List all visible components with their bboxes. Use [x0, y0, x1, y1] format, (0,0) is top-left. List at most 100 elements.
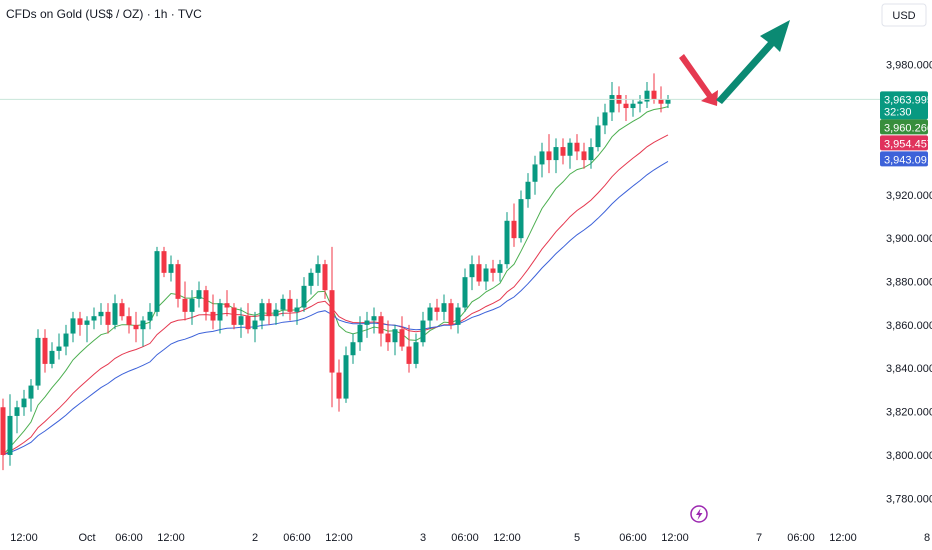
candle-body[interactable] — [280, 298, 286, 310]
candle-body[interactable] — [154, 251, 160, 312]
candle-body[interactable] — [217, 303, 223, 321]
candle-body[interactable] — [224, 303, 230, 308]
candle-body[interactable] — [623, 103, 629, 109]
candle-body[interactable] — [658, 99, 664, 104]
candle-body[interactable] — [175, 264, 181, 299]
candle-body[interactable] — [581, 151, 587, 161]
candle-body[interactable] — [532, 164, 538, 182]
candle-body[interactable] — [434, 307, 440, 312]
candle-body[interactable] — [511, 220, 517, 239]
candle-body[interactable] — [196, 290, 202, 299]
candle-body[interactable] — [98, 311, 104, 317]
candle-body[interactable] — [161, 251, 167, 273]
candle-body[interactable] — [371, 316, 377, 321]
candle-body[interactable] — [399, 329, 405, 347]
candle-body[interactable] — [49, 350, 55, 364]
y-axis[interactable]: 3,980.000 3,920.000 3,900.000 3,880.000 3,86… — [886, 60, 932, 506]
symbol-title[interactable]: CFDs on Gold (US$ / OZ) · 1h · TVC — [6, 7, 202, 21]
candle-body[interactable] — [539, 151, 545, 165]
candle-body[interactable] — [413, 342, 419, 364]
x-axis[interactable]: 12:00 Oct 06:00 12:00 2 06:00 12:00 3 06:00 12:00… — [10, 532, 932, 544]
candle-body[interactable] — [133, 324, 139, 330]
candle-body[interactable] — [21, 398, 27, 408]
candle-body[interactable] — [553, 147, 559, 161]
candle-body[interactable] — [56, 346, 62, 351]
candle-body[interactable] — [189, 298, 195, 312]
candle-body[interactable] — [0, 407, 6, 455]
currency-button[interactable] — [881, 3, 927, 27]
candle-body[interactable] — [406, 346, 412, 364]
candle-body[interactable] — [308, 272, 314, 286]
candle-body[interactable] — [518, 199, 524, 239]
candle-body[interactable] — [595, 125, 601, 148]
candle-body[interactable] — [168, 264, 174, 273]
candle-body[interactable] — [63, 333, 69, 347]
candle-body[interactable] — [112, 303, 118, 325]
candle-body[interactable] — [546, 151, 552, 161]
candle-body[interactable] — [315, 264, 321, 273]
candle-body[interactable] — [147, 311, 153, 321]
candle-body[interactable] — [336, 372, 342, 399]
candle-body[interactable] — [364, 320, 370, 325]
candle-body[interactable] — [385, 333, 391, 343]
candle-body[interactable] — [322, 264, 328, 291]
candle-body[interactable] — [448, 303, 454, 325]
candle-body[interactable] — [574, 142, 580, 152]
candle-body[interactable] — [266, 303, 272, 317]
candle-body[interactable] — [651, 90, 657, 100]
candle-body[interactable] — [245, 316, 251, 330]
candle-body[interactable] — [238, 316, 244, 325]
candle-body[interactable] — [77, 318, 83, 325]
candle-body[interactable] — [119, 303, 125, 317]
candle-body[interactable] — [567, 142, 573, 156]
candle-body[interactable] — [14, 407, 20, 416]
candle-body[interactable] — [504, 220, 510, 265]
candle-body[interactable] — [329, 290, 335, 373]
candle-body[interactable] — [525, 181, 531, 200]
candle-body[interactable] — [140, 320, 146, 330]
candle-body[interactable] — [469, 264, 475, 278]
candle-body[interactable] — [609, 95, 615, 113]
candle-body[interactable] — [28, 385, 34, 399]
candle-body[interactable] — [343, 355, 349, 399]
candle-body[interactable] — [665, 99, 671, 104]
currency-label[interactable]: USD — [892, 10, 915, 22]
candle-body[interactable] — [455, 307, 461, 325]
candle-body[interactable] — [350, 342, 356, 356]
candle-body[interactable] — [203, 290, 209, 312]
candle-body[interactable] — [637, 101, 643, 104]
lightning-icon[interactable] — [690, 505, 708, 523]
candle-body[interactable] — [259, 303, 265, 321]
candle-body[interactable] — [441, 303, 447, 312]
candle-body[interactable] — [588, 147, 594, 161]
candle-body[interactable] — [252, 320, 258, 330]
candle-body[interactable] — [301, 285, 307, 308]
candle-body[interactable] — [126, 316, 132, 325]
candle-body[interactable] — [105, 311, 111, 325]
candle-body[interactable] — [490, 268, 496, 273]
candle-body[interactable] — [273, 309, 279, 317]
candle-body[interactable] — [630, 103, 636, 109]
candle-body[interactable] — [287, 298, 293, 312]
candle-body[interactable] — [210, 311, 216, 321]
candle-body[interactable] — [483, 268, 489, 282]
candle-body[interactable] — [497, 264, 503, 273]
candle-body[interactable] — [420, 320, 426, 343]
candle-body[interactable] — [231, 307, 237, 325]
candle-body[interactable] — [476, 264, 482, 282]
candle-body[interactable] — [294, 307, 300, 312]
candle-body[interactable] — [84, 320, 90, 325]
candle-body[interactable] — [560, 147, 566, 156]
candle-body[interactable] — [70, 318, 76, 334]
candle-body[interactable] — [462, 277, 468, 308]
candle-body[interactable] — [427, 307, 433, 321]
candle-body[interactable] — [42, 337, 48, 364]
candle-body[interactable] — [35, 337, 41, 386]
candle-body[interactable] — [7, 415, 13, 455]
candle-body[interactable] — [602, 112, 608, 126]
candle-body[interactable] — [392, 329, 398, 343]
candle-body[interactable] — [378, 316, 384, 334]
candle-body[interactable] — [644, 90, 650, 102]
candle-body[interactable] — [182, 298, 188, 312]
